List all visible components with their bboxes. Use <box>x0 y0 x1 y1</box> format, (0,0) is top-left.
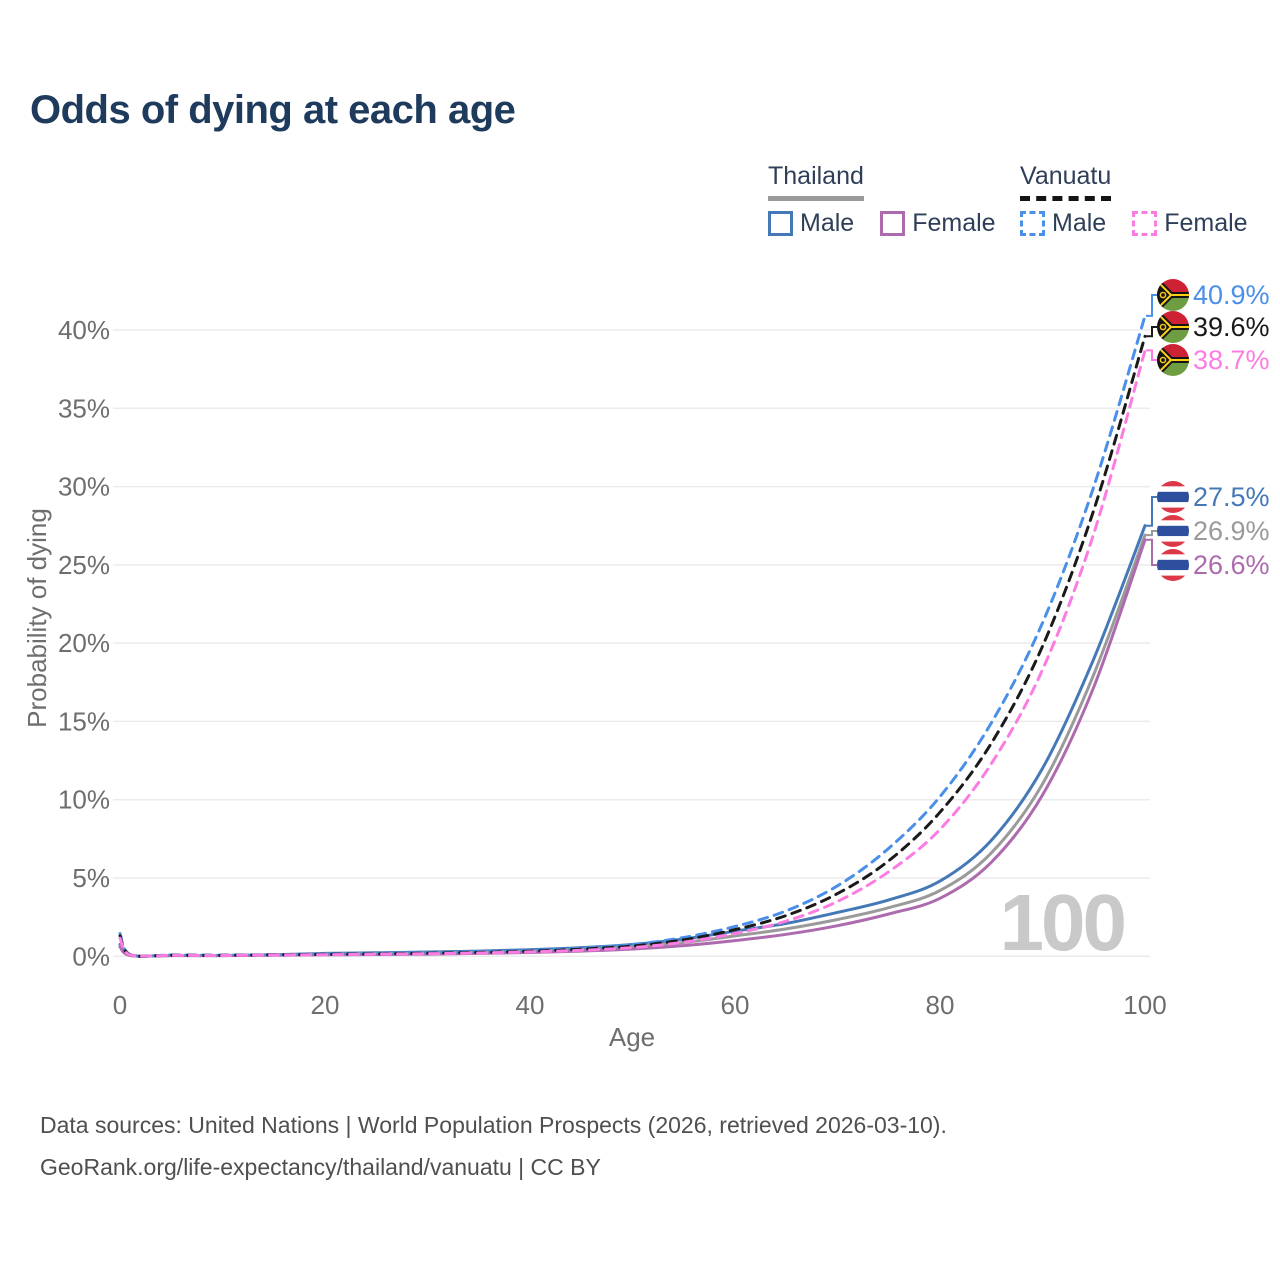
legend-thailand-title: Thailand <box>768 162 864 201</box>
y-tick-label: 10% <box>58 785 110 815</box>
x-tick-label: 40 <box>516 990 545 1020</box>
end-value-label-thailand-both: 26.9% <box>1193 516 1270 546</box>
x-tick-label: 60 <box>721 990 750 1020</box>
vanuatu-female-swatch-icon <box>1132 211 1158 236</box>
legend-label: Female <box>912 209 996 237</box>
legend-label: Male <box>800 209 855 237</box>
end-label-connector <box>1146 349 1157 361</box>
y-tick-label: 0% <box>72 941 110 971</box>
legend-item-vanuatu-female[interactable]: Female <box>1132 209 1248 238</box>
end-label-connector <box>1146 496 1157 527</box>
legend-item-thailand-female[interactable]: Female <box>880 209 996 238</box>
legend-label: Female <box>1164 209 1248 237</box>
series-layer <box>118 314 1147 958</box>
y-tick-label: 40% <box>58 315 110 345</box>
thailand-flag-icon <box>1157 515 1189 547</box>
legend-vanuatu-title: Vanuatu <box>1020 162 1112 201</box>
thailand-female-swatch-icon <box>880 211 906 236</box>
y-tick-label: 20% <box>58 628 110 658</box>
end-label-connector <box>1146 326 1157 338</box>
legend-item-vanuatu-male[interactable]: Male <box>1020 209 1106 238</box>
y-tick-label: 15% <box>58 706 110 736</box>
x-tick-label: 80 <box>926 990 955 1020</box>
series-line-vanuatu-female[interactable] <box>118 348 1147 958</box>
end-value-label-vanuatu-both: 39.6% <box>1193 312 1270 342</box>
thailand-flag-icon <box>1157 481 1189 513</box>
thailand-male-swatch-icon <box>768 211 793 236</box>
y-tick-label: 30% <box>58 472 110 502</box>
x-tick-label: 20 <box>311 990 340 1020</box>
data-source-note: Data sources: United Nations | World Pop… <box>40 1104 947 1188</box>
vanuatu-flag-icon <box>1157 311 1189 343</box>
thailand-flag-icon <box>1157 549 1189 581</box>
series-line-thailand-female[interactable] <box>118 538 1147 958</box>
end-value-label-vanuatu-female: 38.7% <box>1193 345 1270 375</box>
x-tick-label: 0 <box>113 990 127 1020</box>
vanuatu-male-swatch-icon <box>1020 211 1045 236</box>
chart-title: Odds of dying at each age <box>30 88 516 132</box>
y-tick-label: 35% <box>58 393 110 423</box>
age-watermark: 100 <box>1000 878 1125 967</box>
end-value-label-thailand-female: 26.6% <box>1193 550 1270 580</box>
x-axis-label: Age <box>609 1022 655 1052</box>
legend-item-thailand-male[interactable]: Male <box>768 209 854 238</box>
vanuatu-flag-icon <box>1157 279 1189 311</box>
legend-group-thailand: Thailand Male Female <box>768 162 996 238</box>
legend-label: Male <box>1052 209 1107 237</box>
end-value-label-vanuatu-male: 40.9% <box>1193 280 1270 310</box>
data-source-line1: Data sources: United Nations | World Pop… <box>40 1112 947 1138</box>
data-source-line2: GeoRank.org/life-expectancy/thailand/van… <box>40 1154 601 1180</box>
legend-group-vanuatu: Vanuatu Male Female <box>1020 162 1248 238</box>
annotation-layer: 40.9%39.6%38.7% 27.5% 26.9% 26.6% <box>1146 279 1270 581</box>
end-value-label-thailand-male: 27.5% <box>1193 482 1270 512</box>
end-label-connector <box>1146 530 1157 537</box>
series-line-vanuatu-both[interactable] <box>118 334 1147 958</box>
y-tick-label: 25% <box>58 550 110 580</box>
y-tick-label: 5% <box>72 863 110 893</box>
x-tick-label: 100 <box>1123 990 1166 1020</box>
end-label-connector <box>1146 538 1157 566</box>
end-label-connector <box>1146 294 1157 317</box>
grid-layer: 0% 5% 10% 15% 20% 25% 30% 35% 40% 0 20 40 60 80 100 <box>58 315 1167 1020</box>
series-line-thailand-male[interactable] <box>118 524 1147 958</box>
y-axis-label: Probability of dying <box>22 508 52 728</box>
vanuatu-flag-icon <box>1157 344 1189 376</box>
